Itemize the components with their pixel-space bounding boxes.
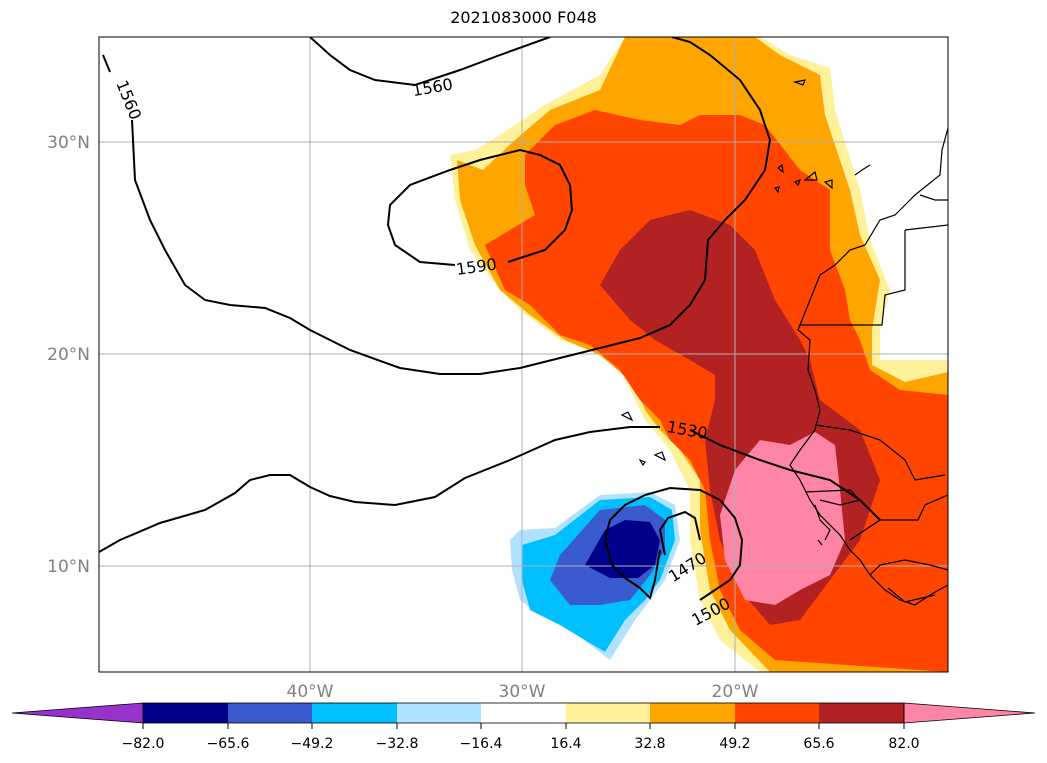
colorbar-swatch bbox=[397, 703, 481, 723]
colorbar-tick-label: −49.2 bbox=[291, 736, 334, 752]
anomaly-fill-neg65 bbox=[585, 520, 660, 578]
lat-label: 30°N bbox=[47, 133, 90, 153]
colorbar-swatch bbox=[228, 703, 312, 723]
colorbar-swatch bbox=[566, 703, 650, 723]
map-frame bbox=[98, 36, 949, 673]
map-title: 2021083000 F048 bbox=[450, 8, 597, 27]
colorbar-swatch bbox=[481, 703, 566, 723]
colorbar-outline bbox=[142, 702, 905, 724]
lon-label: 40°W bbox=[287, 682, 334, 702]
coastlines bbox=[620, 79, 948, 606]
colorbar-tick-label: 16.4 bbox=[550, 736, 581, 752]
colorbar-ticks bbox=[142, 723, 905, 729]
colorbar-swatch bbox=[143, 703, 228, 723]
colorbar-tick-label: 49.2 bbox=[719, 736, 750, 752]
map-plot-area: 1560 1560 1590 1530 1470 1500 bbox=[99, 37, 948, 672]
lat-label: 20°N bbox=[47, 345, 90, 365]
lat-label: 10°N bbox=[47, 557, 90, 577]
lon-label: 30°W bbox=[499, 682, 546, 702]
colorbar-extend-low bbox=[11, 702, 144, 724]
colorbar-swatch bbox=[819, 703, 904, 723]
colorbar-swatch bbox=[650, 703, 735, 723]
colorbar-tick-label: 32.8 bbox=[634, 736, 665, 752]
colorbar-tick-label: −32.8 bbox=[376, 736, 419, 752]
colorbar-swatch bbox=[312, 703, 397, 723]
height-contours bbox=[99, 37, 881, 601]
colorbar-tick-label: 82.0 bbox=[888, 736, 919, 752]
colorbar-tick-label: −65.6 bbox=[207, 736, 250, 752]
colorbar-tick-label: −16.4 bbox=[460, 736, 503, 752]
colorbar: −82.0 −65.6 −49.2 −32.8 −16.4 16.4 32.8 … bbox=[11, 702, 1036, 752]
gridlines bbox=[99, 37, 948, 672]
colorbar-swatch bbox=[735, 703, 819, 723]
colorbar-tick-label: 65.6 bbox=[803, 736, 834, 752]
colorbar-tick-label: −82.0 bbox=[122, 736, 165, 752]
colorbar-extend-high bbox=[903, 702, 1036, 724]
lon-label: 20°W bbox=[712, 682, 759, 702]
